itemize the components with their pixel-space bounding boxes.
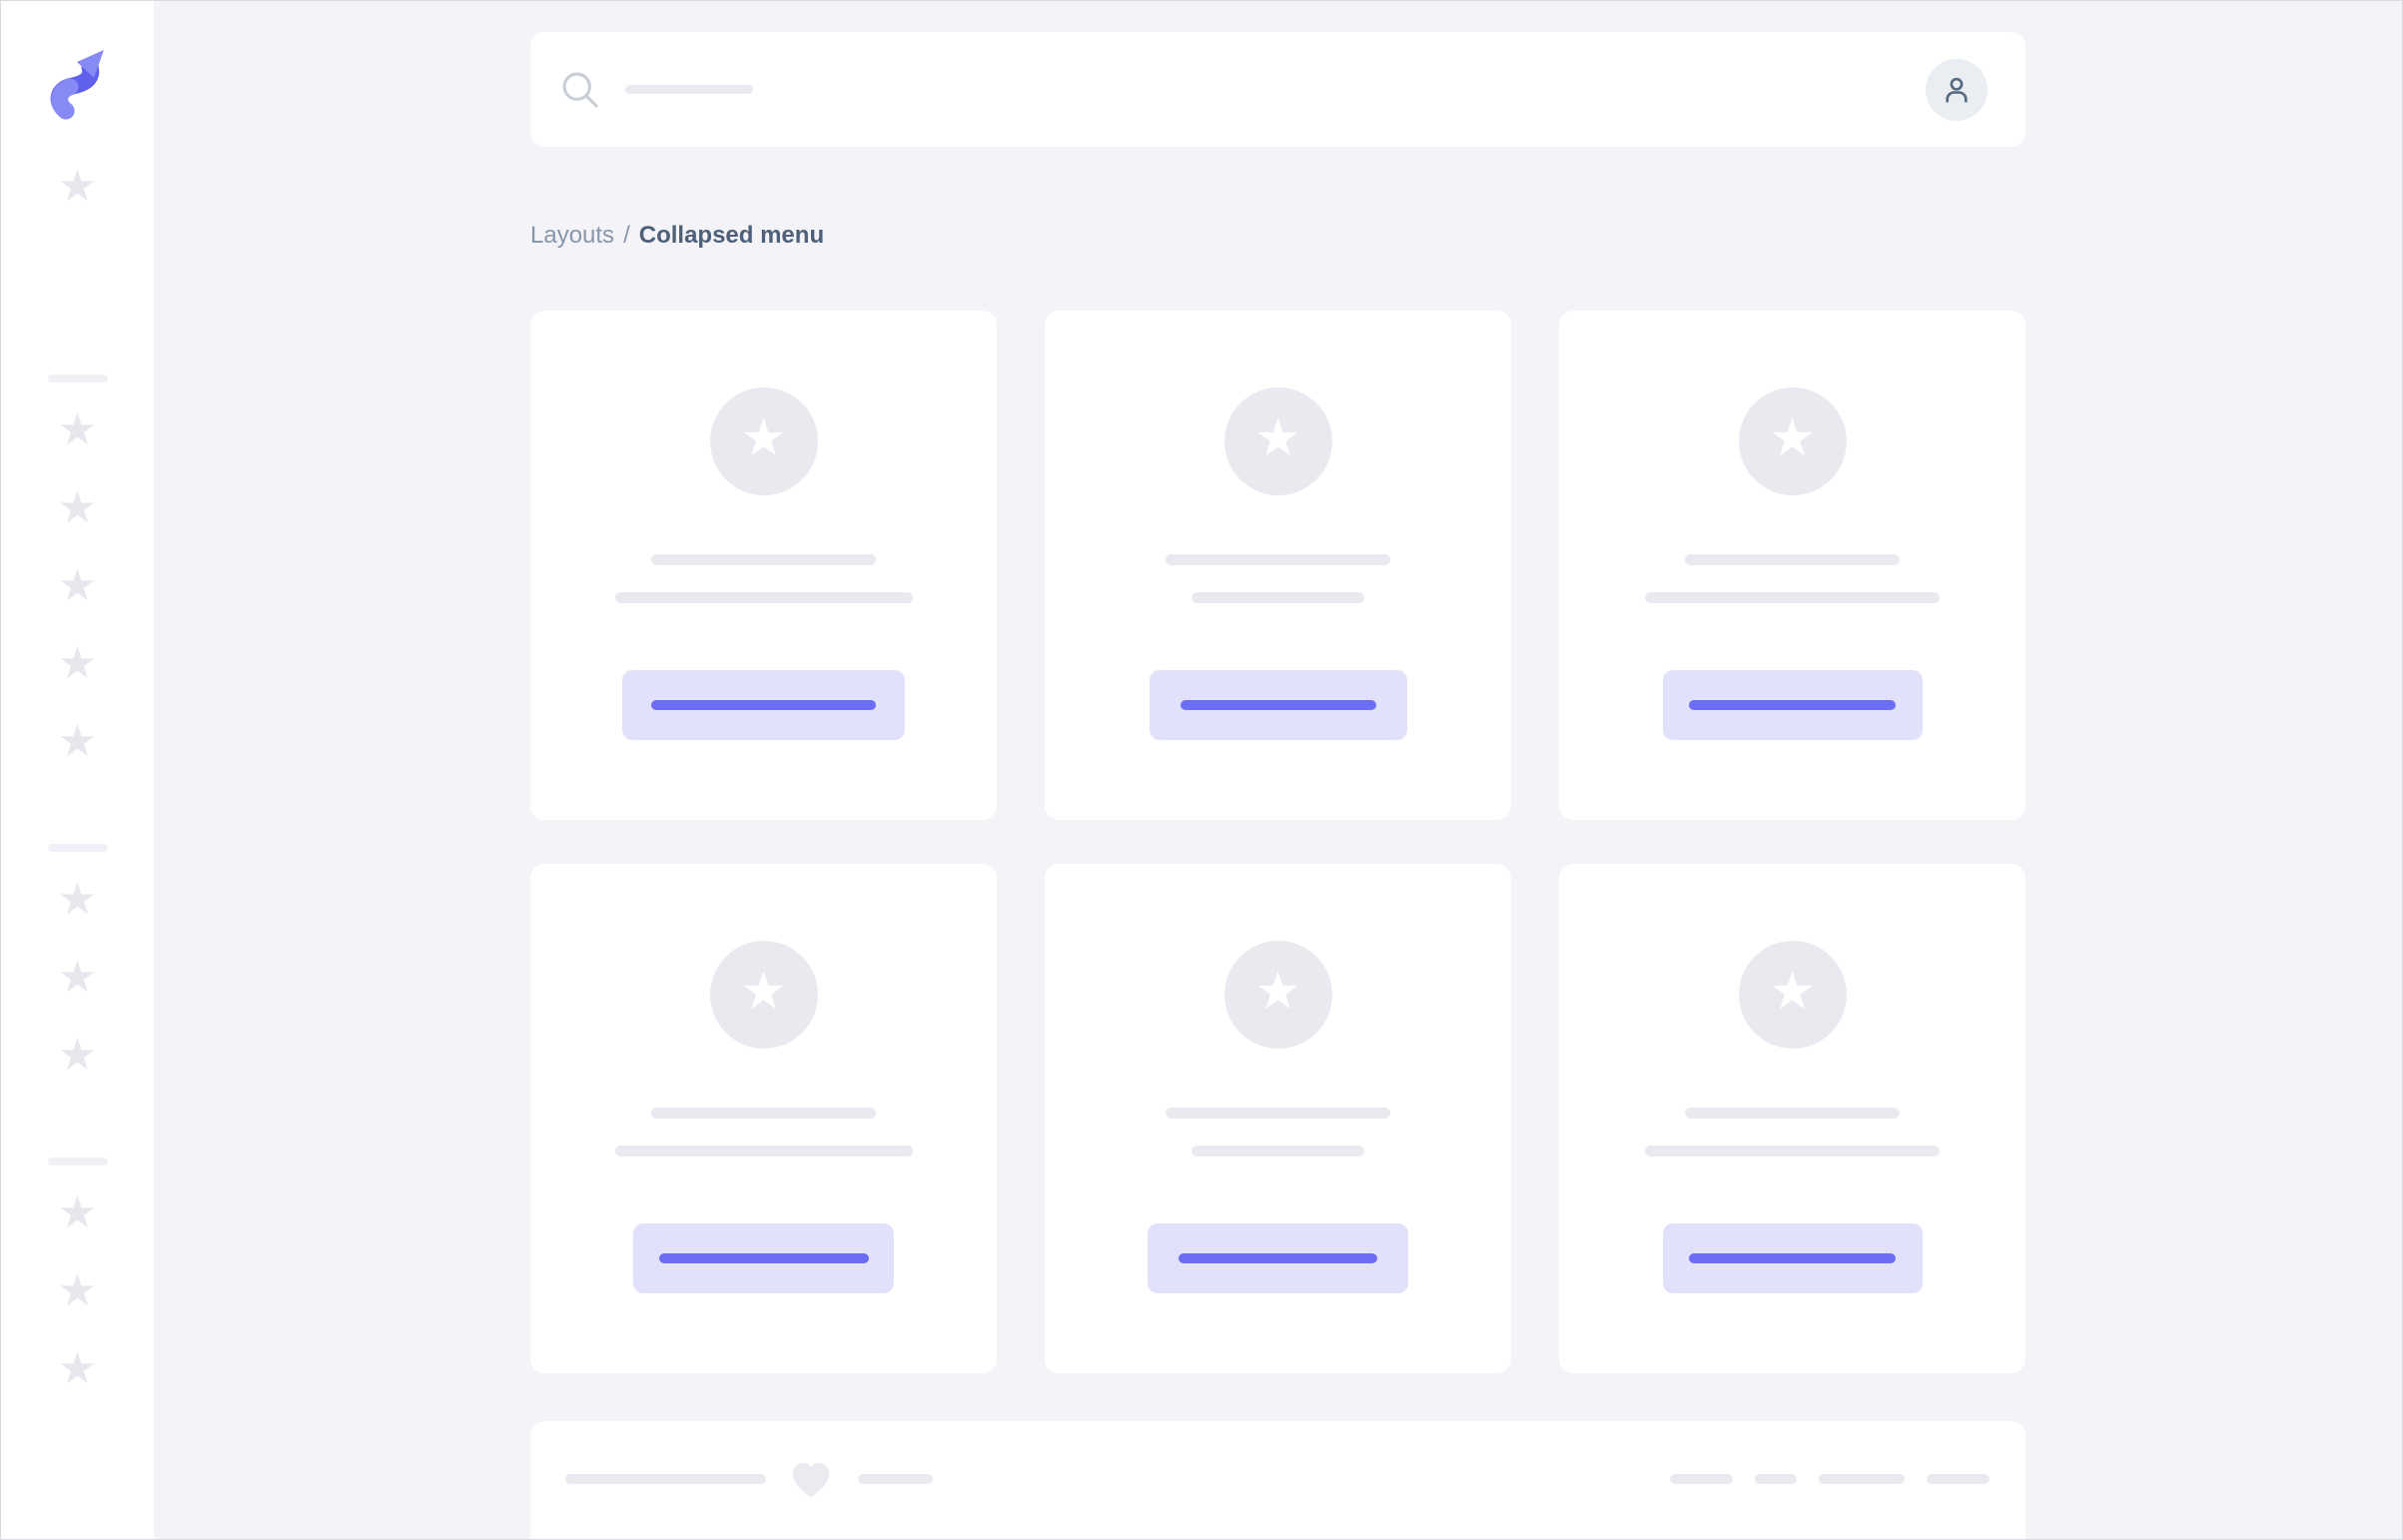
card-title-skeleton (1166, 1108, 1390, 1119)
sidebar-item[interactable]: ★ (50, 159, 106, 215)
main-content: Layouts / Collapsed menu ★ ★ ★ ★ (154, 1, 2402, 1539)
breadcrumb-current-page: Collapsed menu (638, 222, 825, 249)
sidebar-item[interactable]: ★ (50, 1341, 106, 1397)
button-label-skeleton (1179, 1253, 1377, 1263)
star-icon: ★ (1769, 408, 1816, 468)
card-title-skeleton (651, 554, 876, 565)
bottom-toolbar-left (565, 1459, 933, 1499)
sidebar-divider (47, 844, 108, 852)
app-logo[interactable] (43, 41, 113, 129)
card-action-button[interactable] (1148, 1223, 1408, 1293)
user-icon (1946, 77, 1968, 103)
sidebar-item[interactable]: ★ (50, 480, 106, 536)
card-subtitle-skeleton (614, 592, 913, 603)
sidebar-item[interactable]: ★ (50, 950, 106, 1006)
star-icon: ★ (1769, 962, 1816, 1022)
button-label-skeleton (1689, 1253, 1896, 1263)
sidebar-divider (47, 1157, 108, 1165)
breadcrumb-link-layouts[interactable]: Layouts (530, 222, 615, 249)
card[interactable]: ★ (1559, 864, 2025, 1373)
breadcrumb-separator: / (623, 222, 630, 249)
sidebar-nav: ★ ★ ★ ★ ★ ★ ★ ★ ★ ★ ★ ★ ★ (1, 129, 154, 1397)
toolbar-text-skeleton (1819, 1474, 1905, 1484)
card[interactable]: ★ (1045, 311, 1511, 820)
sidebar-item[interactable]: ★ (50, 1028, 106, 1084)
sidebar-divider (47, 375, 108, 383)
sidebar-item[interactable]: ★ (50, 402, 106, 458)
card-subtitle-skeleton (614, 1146, 913, 1156)
toolbar-text-skeleton (1927, 1474, 1990, 1484)
card-subtitle-skeleton (1192, 1146, 1364, 1156)
star-icon: ★ (740, 408, 787, 468)
card[interactable]: ★ (530, 864, 997, 1373)
sidebar: ★ ★ ★ ★ ★ ★ ★ ★ ★ ★ ★ ★ ★ (1, 1, 154, 1539)
star-icon: ★ (1254, 962, 1301, 1022)
sidebar-item[interactable]: ★ (50, 872, 106, 928)
toolbar-text-skeleton (858, 1474, 933, 1484)
card-action-button[interactable] (1662, 1223, 1923, 1293)
card-title-skeleton (651, 1108, 876, 1119)
card-image-placeholder: ★ (1738, 941, 1847, 1049)
breadcrumb: Layouts / Collapsed menu (530, 221, 2025, 251)
sidebar-item[interactable]: ★ (50, 558, 106, 614)
button-label-skeleton (1180, 700, 1376, 710)
card-title-skeleton (1166, 554, 1390, 565)
bottom-toolbar (530, 1421, 2025, 1539)
card-image-placeholder: ★ (1738, 387, 1847, 495)
card-action-button[interactable] (1662, 670, 1923, 740)
star-icon: ★ (1254, 408, 1301, 468)
button-label-skeleton (658, 1253, 869, 1263)
card-title-skeleton (1685, 1108, 1900, 1119)
button-label-skeleton (651, 700, 876, 710)
card[interactable]: ★ (1559, 311, 2025, 820)
card-action-button[interactable] (633, 1223, 894, 1293)
sidebar-item[interactable]: ★ (50, 1263, 106, 1319)
card[interactable]: ★ (530, 311, 997, 820)
sidebar-item-active[interactable]: ★ (39, 223, 117, 301)
card-subtitle-skeleton (1645, 1146, 1940, 1156)
sidebar-item[interactable]: ★ (50, 714, 106, 770)
toolbar-text-skeleton (565, 1474, 766, 1484)
card[interactable]: ★ (1045, 864, 1511, 1373)
sidebar-item[interactable]: ★ (50, 636, 106, 692)
star-icon: ★ (740, 962, 787, 1022)
card-image-placeholder: ★ (1223, 941, 1332, 1049)
search-bar[interactable] (530, 32, 2025, 147)
card-action-button[interactable] (622, 670, 905, 740)
search-icon (562, 72, 598, 108)
toolbar-text-skeleton (1670, 1474, 1733, 1484)
heart-icon[interactable] (788, 1458, 834, 1500)
toolbar-text-skeleton (1755, 1474, 1797, 1484)
star-icon: ★ (58, 237, 97, 286)
card-title-skeleton (1685, 554, 1900, 565)
card-action-button[interactable] (1149, 670, 1407, 740)
search-placeholder-skeleton (625, 85, 753, 94)
card-subtitle-skeleton (1192, 592, 1364, 603)
bottom-toolbar-right (1670, 1459, 1990, 1499)
button-label-skeleton (1689, 700, 1896, 710)
logo-icon (50, 50, 104, 120)
card-subtitle-skeleton (1645, 592, 1940, 603)
card-image-placeholder: ★ (709, 387, 818, 495)
card-image-placeholder: ★ (1223, 387, 1332, 495)
sidebar-item[interactable]: ★ (50, 1185, 106, 1241)
card-image-placeholder: ★ (709, 941, 818, 1049)
avatar-button[interactable] (1926, 58, 1988, 121)
card-grid: ★ ★ ★ ★ ★ (530, 311, 2025, 1373)
